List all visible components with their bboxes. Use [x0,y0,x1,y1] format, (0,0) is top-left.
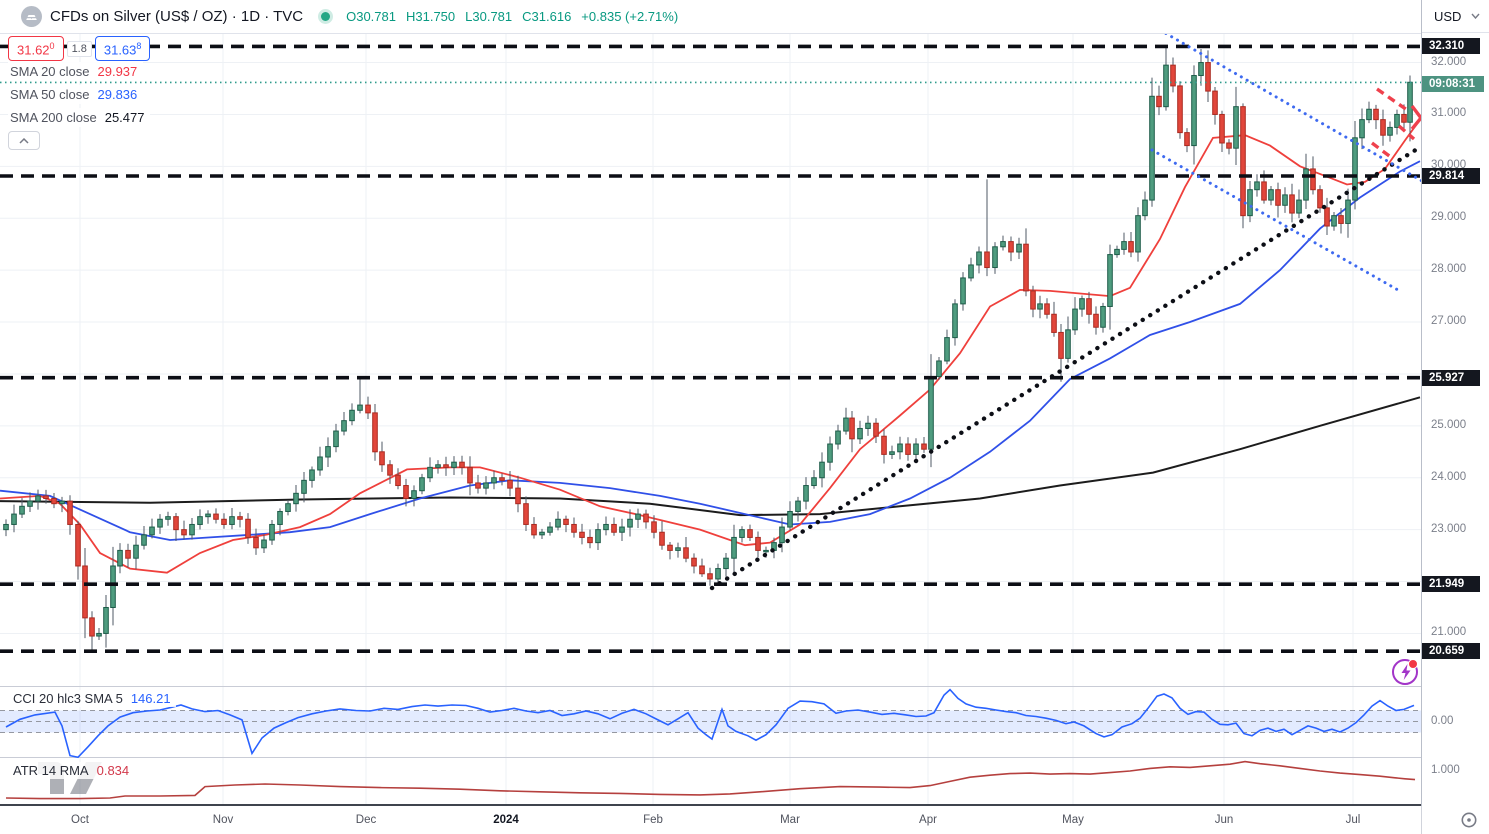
collapse-legend-button[interactable] [8,131,40,150]
sma20-line [0,119,1421,574]
level-price-label: 25.927 [1422,369,1480,386]
time-tick: Apr [919,814,937,826]
buy-button[interactable]: 31.638 [94,36,151,62]
price-level-lines [0,44,1421,653]
price-tick: 25.000 [1431,418,1467,431]
blue-channel-line [1158,28,1424,183]
atr-title: ATR 14 RMA [13,763,89,778]
flash-order-button[interactable] [1392,659,1418,685]
low-value: L30.781 [465,9,513,24]
clock-icon[interactable] [1460,811,1478,834]
time-tick: Jun [1214,814,1234,826]
axis-corner-divider [1421,806,1422,834]
level-price-label: 32.310 [1422,38,1480,55]
time-tick: Dec [355,814,377,826]
close-value: C31.616 [522,9,572,24]
sma200-line [0,396,1421,517]
price-tick: 21.000 [1431,626,1467,639]
price-tick: 32.000 [1431,55,1467,68]
price-tick: 29.000 [1431,211,1467,224]
market-open-dot[interactable] [321,12,331,21]
notification-dot [1408,659,1418,669]
indicator-title: SMA 50 close [10,87,90,102]
sell-button[interactable]: 31.620 [8,36,64,62]
time-tick: Mar [780,814,800,826]
currency-label: USD [1434,8,1462,24]
indicator-legend-row[interactable]: SMA 50 close 29.836 [8,85,144,104]
level-price-label: 21.949 [1422,576,1480,593]
indicator-value: 29.836 [97,87,138,102]
cci-zero-tick: 0.00 [1431,714,1454,727]
indicator-title: SMA 200 close [10,110,97,125]
change-value: +0.835 (+2.71%) [581,9,679,24]
atr-line [5,760,1416,800]
indicator-value: 25.477 [104,110,145,125]
gridlines [0,33,1421,804]
level-price-label: 29.814 [1422,168,1480,184]
bar-countdown-label: 09:08:31 [1422,76,1484,93]
red-flag-line [1370,141,1394,160]
ohlc-values: O30.781 H31.750 L30.781 C31.616 +0.835 (… [346,9,678,24]
time-axis[interactable]: Oct Nov Dec 2024 Feb Mar Apr May Jun Jul [0,806,1489,834]
price-tick: 23.000 [1431,522,1467,535]
atr-tick: 1.000 [1431,764,1460,776]
sma50-line [0,160,1421,541]
time-tick: Jul [1345,814,1361,826]
cci-line [5,688,1415,759]
open-value: O30.781 [346,9,396,24]
level-price-label: 20.659 [1422,643,1480,660]
indicator-title: SMA 20 close [10,64,90,79]
cci-legend-row[interactable]: CCI 20 hlc3 SMA 5 146.21 [8,690,176,707]
time-tick: Nov [212,814,234,826]
indicator-legend-row[interactable]: SMA 200 close 25.477 [8,108,151,127]
blue-channel-line [1150,148,1400,292]
time-tick: 2024 [493,814,519,826]
indicator-legend-row[interactable]: SMA 20 close 29.937 [8,62,144,81]
price-tick: 31.000 [1431,107,1467,120]
symbol-title[interactable]: CFDs on Silver (US$ / OZ) · 1D · TVC [50,8,304,25]
cci-indicator [0,688,1421,759]
trendline-dotted [709,143,1425,591]
time-tick: May [1062,814,1084,826]
indicator-value: 29.937 [97,64,138,79]
price-tick: 28.000 [1431,263,1467,276]
atr-legend-row[interactable]: ATR 14 RMA 0.834 [8,762,135,779]
chevron-up-icon [19,137,29,144]
quote-row: 31.620 1.8 31.638 [8,36,151,62]
cci-title: CCI 20 hlc3 SMA 5 [13,691,123,706]
chevron-down-icon [1471,13,1480,19]
red-flag-chevron [1410,104,1424,131]
chart-svg [0,28,1425,806]
spread-value: 1.8 [66,40,92,57]
indicator-legend: SMA 20 close 29.937 SMA 50 close 29.836 SMA … [8,62,151,150]
chart-canvas[interactable] [0,0,1425,806]
price-tick: 24.000 [1431,470,1467,483]
red-flag-line [1376,87,1411,114]
candlestick-series [3,48,1413,651]
time-tick: Oct [71,814,89,826]
silver-symbol-icon[interactable] [21,6,42,27]
red-flag-line [1397,124,1416,141]
atr-value: 0.834 [96,763,130,778]
tradingview-logo [36,752,114,807]
chart-header: CFDs on Silver (US$ / OZ) · 1D · TVC O30… [0,0,1421,34]
high-value: H31.750 [405,9,456,24]
time-tick: Feb [643,814,663,826]
price-axis[interactable]: USD 32.000 31.000 30.000 29.000 28.000 27.000… [1421,0,1489,806]
price-tick: 27.000 [1431,315,1467,328]
lightning-icon [1401,664,1411,680]
cci-value: 146.21 [130,691,171,706]
currency-dropdown[interactable]: USD [1422,0,1489,33]
